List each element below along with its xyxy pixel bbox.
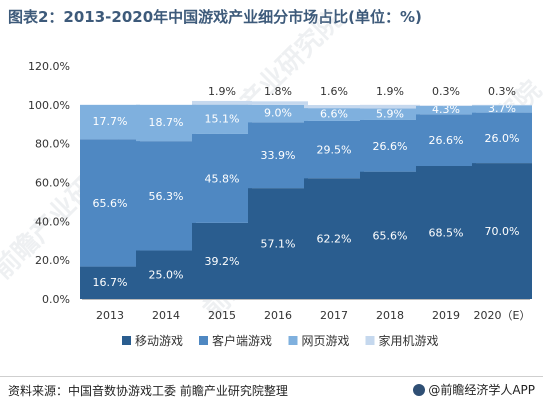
bar-segment-mobile — [80, 266, 140, 299]
x-tick-label: 2018 — [376, 309, 404, 322]
legend-swatch-client — [199, 336, 208, 345]
data-label: 65.6% — [93, 197, 128, 210]
data-label: 0.3% — [432, 85, 460, 98]
data-label: 5.9% — [376, 107, 404, 120]
data-label: 1.9% — [208, 85, 236, 98]
bar-segment-client — [136, 141, 196, 251]
bar-segment-home — [360, 104, 420, 109]
source-note: 资料来源：中国音数协游戏工委 前瞻产业研究院整理 — [8, 384, 288, 398]
brand-logo-icon — [413, 384, 426, 396]
data-label: 29.5% — [317, 144, 352, 157]
x-tick-label: 2013 — [96, 309, 124, 322]
bar-segment-mobile — [304, 178, 364, 299]
y-tick-label: 40.0% — [35, 215, 70, 228]
data-label: 16.7% — [93, 276, 128, 289]
legend-label: 移动游戏 — [135, 334, 183, 348]
bar-segment-home — [192, 100, 252, 105]
bar-segment-client — [248, 122, 308, 189]
bar-segment-client — [416, 114, 476, 166]
legend-swatch-home — [365, 336, 375, 345]
data-label: 17.7% — [93, 115, 128, 128]
legend-label: 客户端游戏 — [212, 333, 272, 348]
data-label: 56.3% — [149, 190, 184, 203]
bar-segment-mobile — [248, 188, 308, 299]
bar-segment-web — [248, 104, 308, 123]
data-label: 1.9% — [376, 85, 404, 98]
bar-segment-home — [416, 105, 476, 107]
bar-segment-web — [472, 105, 532, 113]
bar-segment-web — [304, 108, 364, 121]
y-tick-label: 60.0% — [35, 177, 70, 190]
data-label: 45.8% — [205, 172, 240, 185]
data-label: 62.2% — [317, 233, 352, 246]
footer-divider — [0, 376, 543, 377]
x-tick-label: 2016 — [264, 309, 292, 322]
bar-segment-mobile — [416, 165, 476, 299]
data-label: 39.2% — [205, 255, 240, 268]
bar-segment-client — [304, 120, 364, 179]
data-label: 4.3% — [432, 103, 460, 116]
legend-swatch-web — [288, 336, 298, 345]
bar-segment-home — [248, 101, 308, 105]
stacked-bar-chart: 0.0% 20.0% 40.0% 60.0% 80.0% 100.0% 120.0% 16.7… — [28, 60, 532, 348]
bar-segment-home — [304, 105, 364, 109]
x-tick-label: 2017 — [320, 309, 348, 322]
data-label: 26.6% — [429, 134, 464, 147]
data-label: 1.6% — [320, 85, 348, 98]
data-label: 70.0% — [485, 225, 520, 238]
y-tick-label: 100.0% — [28, 99, 70, 112]
data-label: 57.1% — [261, 238, 296, 251]
brand-text: @前瞻经济学人APP — [428, 383, 535, 397]
bar-segment-web — [360, 108, 420, 120]
chart-title: 图表2：2013-2020年中国游戏产业细分市场占比(单位：%) — [8, 8, 422, 26]
data-label: 65.6% — [373, 229, 408, 242]
brand-label: @前瞻经济学人APP — [413, 381, 535, 398]
bar-segment-client — [360, 119, 420, 172]
legend-label: 网页游戏 — [302, 334, 350, 348]
y-tick-label: 20.0% — [35, 254, 70, 267]
data-label: 1.8% — [264, 85, 292, 98]
data-label: 6.6% — [320, 108, 348, 121]
bar-segment-home — [472, 104, 532, 106]
bar-segment-web — [192, 104, 252, 134]
bar-segment-mobile — [136, 250, 196, 299]
data-label: 9.0% — [264, 107, 292, 120]
y-tick-label: 0.0% — [42, 293, 70, 306]
data-label: 68.5% — [429, 226, 464, 239]
data-label: 18.7% — [149, 116, 184, 129]
legend-swatch-mobile — [122, 336, 131, 345]
bar-segment-mobile — [360, 171, 420, 299]
data-label: 0.3% — [488, 85, 516, 98]
data-label: 15.1% — [205, 112, 240, 125]
x-tick-label: 2015 — [208, 309, 236, 322]
data-label: 26.6% — [373, 140, 408, 153]
data-label: 33.9% — [261, 149, 296, 162]
bar-segment-web — [416, 105, 476, 115]
bar-segment-mobile — [472, 163, 532, 299]
bar-segment-client — [472, 112, 532, 164]
x-tick-label: 2014 — [152, 309, 180, 322]
bar-segment-web — [80, 104, 140, 140]
x-tick-label: 2020（E） — [474, 309, 531, 322]
y-tick-label: 120.0% — [28, 60, 70, 73]
data-label: 25.0% — [149, 269, 184, 282]
y-tick-label: 80.0% — [35, 138, 70, 151]
legend-label: 家用机游戏 — [379, 333, 439, 348]
bar-segment-client — [192, 133, 252, 223]
bar-segment-mobile — [192, 222, 252, 299]
data-label: 26.0% — [485, 132, 520, 145]
x-tick-label: 2019 — [432, 309, 460, 322]
bar-segment-client — [80, 139, 140, 267]
bar-segment-web — [136, 104, 196, 142]
data-label: 3.7% — [488, 102, 516, 115]
